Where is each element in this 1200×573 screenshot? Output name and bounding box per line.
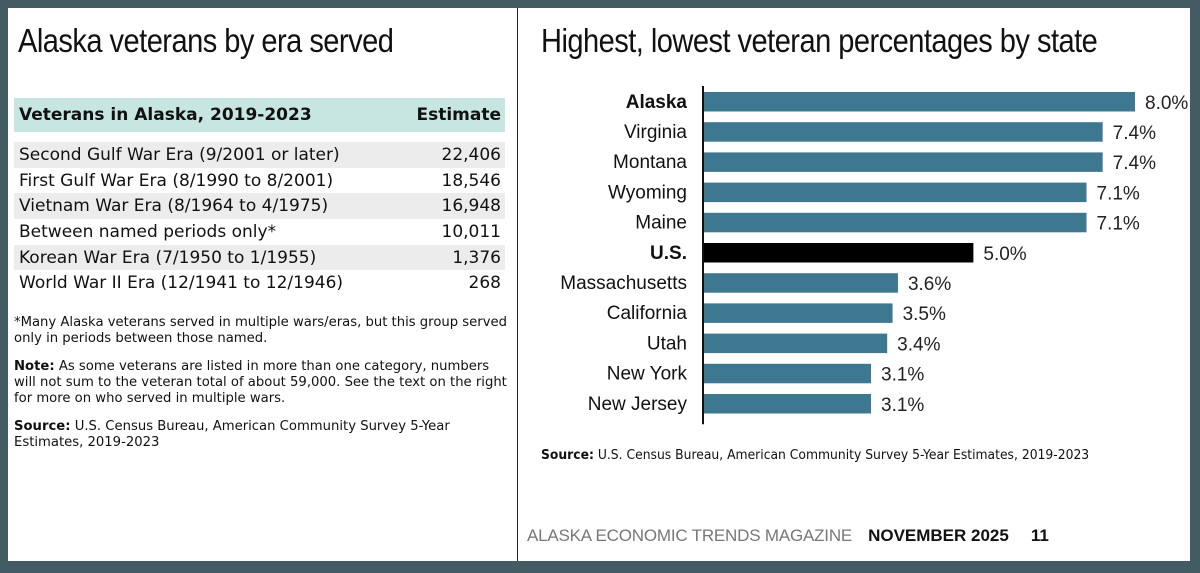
header-label: Veterans in Alaska, 2019-2023 <box>19 105 312 125</box>
table-row: Second Gulf War Era (9/2001 or later) 22… <box>14 142 505 168</box>
value-label: 3.5% <box>903 304 946 325</box>
value-label: 3.1% <box>881 395 924 416</box>
table-row: World War II Era (12/1941 to 12/1946) 26… <box>14 270 505 296</box>
note-label: Note: <box>14 359 55 374</box>
row-value: 22,406 <box>441 144 501 165</box>
row-label: First Gulf War Era (8/1990 to 8/2001) <box>19 170 334 191</box>
value-label: 3.6% <box>908 274 951 295</box>
bar-chart: Alaska 8.0% Virginia 7.4% Montana 7.4% Wyoming… <box>560 86 1188 425</box>
category-label: Virginia <box>624 122 687 143</box>
category-label: Montana <box>613 152 687 173</box>
category-label: New York <box>607 364 688 385</box>
row-label: Between named periods only* <box>19 221 277 242</box>
category-label: Alaska <box>626 92 688 113</box>
category-label: Wyoming <box>608 182 687 203</box>
value-label: 7.1% <box>1097 214 1140 235</box>
page-number: 11 <box>1030 526 1049 545</box>
magazine-page: Alaska veterans by era served Veterans i… <box>8 8 1190 561</box>
value-label: 5.0% <box>983 244 1026 265</box>
category-label: U.S. <box>650 243 687 264</box>
bar-california <box>704 303 893 323</box>
value-label: 3.4% <box>897 334 940 355</box>
bar-wyoming <box>704 182 1087 203</box>
row-label: Korean War Era (7/1950 to 1/1955) <box>19 247 317 268</box>
row-label: World War II Era (12/1941 to 12/1946) <box>19 273 344 294</box>
value-label: 7.4% <box>1113 153 1156 174</box>
issue-date: NOVEMBER 2025 <box>868 526 1009 545</box>
note-text: As some veterans are listed in more than… <box>14 359 507 406</box>
bar-montana <box>704 152 1103 172</box>
bar-new-jersey <box>704 394 872 414</box>
magazine-name: ALASKA ECONOMIC TRENDS MAGAZINE <box>527 526 853 545</box>
table-notes: *Many Alaska veterans served in multiple… <box>14 315 514 463</box>
row-value: 18,546 <box>441 170 501 191</box>
column-divider <box>517 8 518 561</box>
row-value: 1,376 <box>452 247 501 268</box>
row-value: 10,011 <box>441 221 501 242</box>
table-title: Alaska veterans by era served <box>18 22 394 59</box>
category-label: Utah <box>647 333 687 354</box>
chart-source-text: U.S. Census Bureau, American Community S… <box>593 448 1090 463</box>
bar-utah <box>704 333 888 354</box>
table-source: Source: U.S. Census Bureau, American Com… <box>14 419 514 451</box>
category-label: New Jersey <box>588 394 688 415</box>
note: Note: As some veterans are listed in mor… <box>14 359 514 407</box>
chart-source: Source: U.S. Census Bureau, American Com… <box>541 448 1089 463</box>
source-label: Source: <box>14 419 71 434</box>
value-label: 8.0% <box>1145 93 1188 114</box>
table-body: Second Gulf War Era (9/2001 or later) 22… <box>14 142 505 296</box>
bar-maine <box>704 212 1087 233</box>
table-row: Vietnam War Era (8/1964 to 4/1975) 16,94… <box>14 193 505 220</box>
bar-virginia <box>704 122 1103 142</box>
row-value: 16,948 <box>441 196 501 217</box>
footnote: *Many Alaska veterans served in multiple… <box>14 315 507 346</box>
source-text: U.S. Census Bureau, American Community S… <box>14 419 450 450</box>
row-label: Vietnam War Era (8/1964 to 4/1975) <box>19 196 329 217</box>
chart-title: Highest, lowest veteran percentages by s… <box>541 22 1098 59</box>
bar-massachusetts <box>704 273 898 293</box>
table-row: Korean War Era (7/1950 to 1/1955) 1,376 <box>14 244 505 271</box>
page-footer: ALASKA ECONOMIC TRENDS MAGAZINE NOVEMBER … <box>527 526 1049 546</box>
bar-u-s <box>704 243 974 263</box>
category-label: California <box>607 303 688 324</box>
category-label: Massachusetts <box>560 273 687 294</box>
value-label: 7.4% <box>1113 123 1156 144</box>
veterans-era-table: Veterans in Alaska, 2019-2023 Estimate S… <box>14 98 505 296</box>
category-label: Maine <box>635 213 687 234</box>
bar-alaska <box>704 92 1135 112</box>
table-row: Between named periods only* 10,011 <box>14 219 505 245</box>
table-header: Veterans in Alaska, 2019-2023 Estimate <box>14 98 505 132</box>
bar-new-york <box>704 363 872 384</box>
value-label: 7.1% <box>1097 183 1140 204</box>
table-row: First Gulf War Era (8/1990 to 8/2001) 18… <box>14 168 505 194</box>
row-label: Second Gulf War Era (9/2001 or later) <box>19 144 340 165</box>
header-value: Estimate <box>416 105 501 125</box>
chart-source-label: Source: <box>541 448 594 463</box>
row-value: 268 <box>468 273 501 294</box>
value-label: 3.1% <box>881 365 924 386</box>
